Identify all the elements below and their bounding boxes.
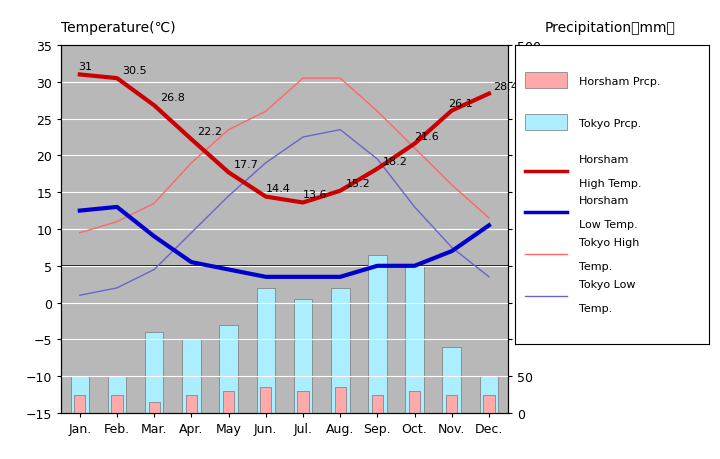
Text: 30.5: 30.5: [122, 66, 147, 76]
Text: Precipitation（mm）: Precipitation（mm）: [545, 21, 675, 35]
Bar: [148, 402, 160, 413]
Bar: [186, 395, 197, 413]
Bar: [220, 325, 238, 413]
Text: 22.2: 22.2: [197, 127, 222, 137]
Bar: [182, 340, 201, 413]
Text: 17.7: 17.7: [234, 160, 259, 170]
FancyBboxPatch shape: [524, 73, 567, 89]
Text: Horsham: Horsham: [579, 154, 629, 164]
Text: 21.6: 21.6: [415, 131, 439, 141]
Bar: [297, 391, 309, 413]
FancyBboxPatch shape: [524, 114, 567, 131]
Text: 26.1: 26.1: [448, 98, 473, 108]
Text: Temp.: Temp.: [579, 303, 612, 313]
Text: 13.6: 13.6: [303, 190, 328, 199]
Bar: [331, 288, 349, 413]
Bar: [71, 376, 89, 413]
Bar: [145, 332, 163, 413]
Bar: [372, 395, 383, 413]
Bar: [443, 347, 461, 413]
Text: Horsham: Horsham: [579, 196, 629, 206]
Bar: [260, 387, 271, 413]
Text: 31: 31: [78, 62, 92, 72]
Text: Low Temp.: Low Temp.: [579, 220, 638, 230]
Bar: [335, 387, 346, 413]
Text: Tokyo Low: Tokyo Low: [579, 280, 636, 290]
Bar: [294, 299, 312, 413]
Text: Temp.: Temp.: [579, 262, 612, 272]
Bar: [446, 395, 457, 413]
Bar: [74, 395, 86, 413]
Text: Tokyo High: Tokyo High: [579, 238, 639, 248]
Bar: [409, 391, 420, 413]
Bar: [368, 255, 387, 413]
Bar: [108, 376, 126, 413]
Text: 26.8: 26.8: [160, 93, 184, 103]
Text: Horsham Prcp.: Horsham Prcp.: [579, 77, 660, 87]
Text: High Temp.: High Temp.: [579, 178, 642, 188]
Bar: [112, 395, 122, 413]
Bar: [223, 391, 234, 413]
Bar: [405, 266, 424, 413]
Text: Temperature(℃): Temperature(℃): [61, 21, 176, 35]
Text: 28.4: 28.4: [492, 81, 518, 91]
Text: 18.2: 18.2: [383, 157, 408, 166]
Bar: [483, 395, 495, 413]
Bar: [480, 376, 498, 413]
Text: Tokyo Prcp.: Tokyo Prcp.: [579, 118, 642, 129]
Bar: [256, 288, 275, 413]
Text: 14.4: 14.4: [266, 184, 291, 194]
Text: 15.2: 15.2: [346, 179, 371, 188]
